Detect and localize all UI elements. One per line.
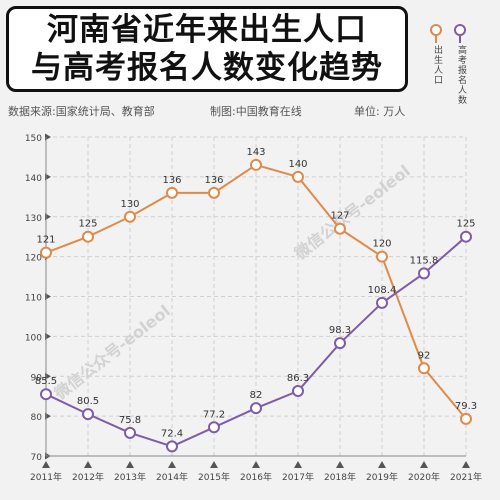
data-label-gaokao: 77.2 [203, 409, 225, 420]
x-tick-label: 2015年 [198, 471, 230, 483]
legend-line-gaokao [459, 36, 461, 43]
y-tick-label: 110 [25, 294, 42, 304]
series: 121 125 130 136 136 143 140 127 120 92 79.3 85.5 80.… [35, 147, 477, 453]
legend-item-births: 出生人口 [430, 24, 446, 85]
x-tick-label: 2020年 [408, 471, 440, 483]
chart-credit: 制图:中国教育在线 [210, 105, 302, 118]
legend-line-births [435, 36, 437, 43]
data-point-births [166, 186, 178, 199]
y-tick-label: 80 [31, 413, 43, 423]
legend-label-gaokao: 高考报名人数 [456, 45, 466, 105]
data-label-births: 121 [36, 235, 55, 246]
x-tick-label: 2011年 [30, 471, 62, 483]
data-point-births [334, 222, 346, 235]
data-point-births [82, 230, 94, 243]
legend-marker-gaokao [454, 24, 466, 36]
data-point-gaokao [124, 426, 136, 439]
y-tick-label: 70 [31, 453, 43, 463]
meta-row: 数据来源:国家统计局、教育部 制图:中国教育在线 单位: 万人 [8, 103, 498, 121]
x-tick-marker [210, 461, 218, 468]
data-point-gaokao [418, 267, 430, 280]
data-point-births [460, 412, 472, 425]
x-tick-marker [336, 461, 344, 468]
data-label-births: 143 [246, 147, 265, 158]
x-tick-marker [126, 461, 134, 468]
data-point-gaokao [40, 388, 52, 401]
x-tick-marker [378, 461, 386, 468]
data-point-gaokao [208, 421, 220, 434]
y-tick-label: 130 [25, 214, 42, 224]
x-tick-marker [462, 461, 470, 468]
axes: 70 80 90 100 110 120 130 140 150 2011年 2012年 2013年 2… [25, 133, 482, 483]
x-tick-label: 2016年 [240, 471, 272, 483]
x-tick-label: 2019年 [366, 471, 398, 483]
data-label-births: 136 [162, 175, 181, 186]
data-point-births [250, 158, 262, 171]
x-tick-marker [252, 461, 260, 468]
data-point-gaokao [460, 230, 472, 243]
x-tick-marker [420, 461, 428, 468]
x-tick-label: 2012年 [72, 471, 104, 483]
data-point-gaokao [250, 402, 262, 415]
watermark: 微信公众号-eoleol 微信公众号-eoleol [50, 161, 414, 404]
unit-label: 单位: 万人 [354, 105, 406, 118]
data-label-births: 125 [78, 219, 97, 230]
data-label-births: 130 [120, 199, 139, 210]
data-point-gaokao [292, 385, 304, 398]
x-tick-label: 2021年 [450, 471, 482, 483]
title-box: 河南省近年来出生人口 与高考报名人数变化趋势 [6, 6, 408, 92]
x-tick-marker [84, 461, 92, 468]
x-tick-marker [294, 461, 302, 468]
x-tick-label: 2014年 [156, 471, 188, 483]
data-point-births [292, 170, 304, 183]
data-point-gaokao [82, 408, 94, 421]
data-point-births [376, 250, 388, 263]
x-tick-label: 2018年 [324, 471, 356, 483]
data-label-births: 140 [288, 159, 307, 170]
data-point-gaokao [334, 337, 346, 350]
legend-item-gaokao: 高考报名人数 [454, 24, 470, 105]
x-tick-label: 2017年 [282, 471, 314, 483]
data-label-gaokao: 115.8 [410, 255, 439, 266]
data-label-births: 127 [330, 211, 349, 222]
x-tick-marker [42, 461, 50, 468]
data-label-births: 79.3 [455, 401, 477, 412]
data-label-gaokao: 86.3 [287, 373, 309, 384]
data-point-births [418, 362, 430, 375]
watermark-text-2: 微信公众号-eoleol [50, 301, 174, 404]
data-point-births [40, 246, 52, 259]
data-label-gaokao: 82 [250, 390, 263, 401]
data-point-gaokao [376, 296, 388, 309]
data-label-gaokao: 75.8 [119, 415, 141, 426]
data-label-gaokao: 85.5 [35, 376, 57, 387]
x-tick-label: 2013年 [114, 471, 146, 483]
data-label-gaokao: 80.5 [77, 396, 99, 407]
data-label-gaokao: 108.4 [368, 285, 397, 296]
legend-marker-births [430, 24, 442, 36]
data-label-births: 136 [204, 175, 223, 186]
title-line-2: 与高考报名人数变化趋势 [31, 50, 383, 86]
data-point-births [208, 186, 220, 199]
title-line-1: 河南省近年来出生人口 [47, 12, 367, 48]
legend-label-births: 出生人口 [432, 45, 442, 85]
y-tick-label: 140 [25, 174, 42, 184]
data-label-births: 92 [418, 350, 431, 361]
y-tick-label: 100 [25, 333, 42, 343]
data-point-gaokao [166, 440, 178, 453]
y-tick-label: 120 [25, 254, 42, 264]
data-label-gaokao: 98.3 [329, 325, 351, 336]
data-source: 数据来源:国家统计局、教育部 [8, 105, 155, 118]
data-point-births [124, 210, 136, 223]
y-tick-label: 150 [25, 134, 42, 144]
data-label-gaokao: 72.4 [161, 428, 183, 439]
y-tick-label: 90 [31, 373, 43, 383]
x-tick-marker [168, 461, 176, 468]
data-label-births: 120 [372, 239, 391, 250]
data-label-gaokao: 125 [456, 219, 475, 230]
